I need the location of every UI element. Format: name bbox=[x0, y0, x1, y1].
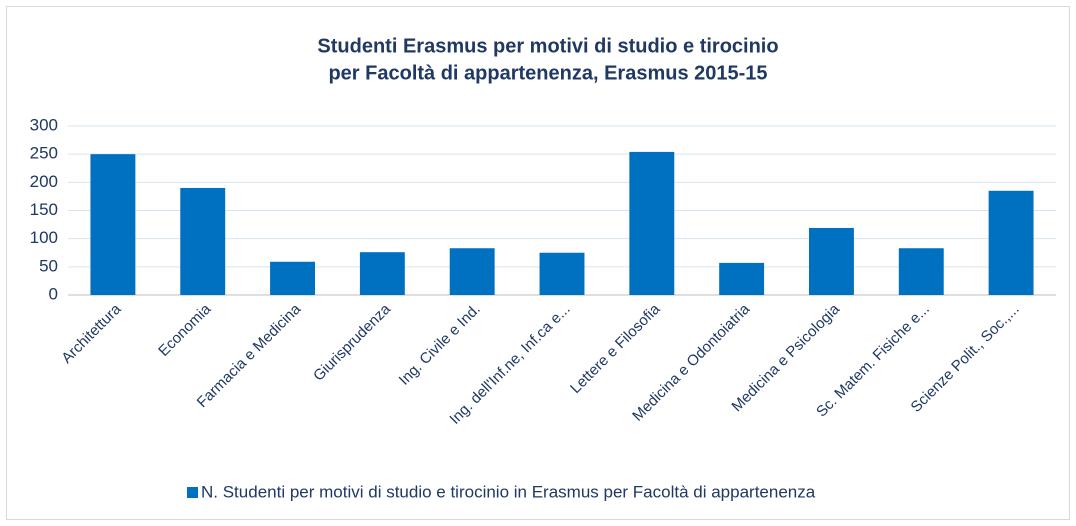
bar bbox=[270, 261, 315, 295]
bar bbox=[719, 262, 765, 295]
y-tick-label: 200 bbox=[30, 172, 58, 191]
legend-swatch bbox=[187, 487, 198, 498]
y-tick-label: 0 bbox=[49, 284, 58, 303]
bar bbox=[539, 252, 585, 295]
bar bbox=[809, 227, 854, 295]
bar bbox=[180, 187, 226, 295]
y-tick-label: 250 bbox=[30, 144, 58, 163]
legend-label: N. Studenti per motivi di studio e tiroc… bbox=[201, 482, 816, 501]
y-tick-label: 300 bbox=[30, 115, 58, 134]
bar bbox=[629, 151, 675, 295]
bar bbox=[90, 154, 136, 295]
bar bbox=[449, 248, 495, 295]
bar bbox=[359, 252, 405, 295]
bar bbox=[898, 248, 944, 295]
y-tick-label: 150 bbox=[30, 200, 58, 219]
chart-title: Studenti Erasmus per motivi di studio e … bbox=[317, 35, 778, 57]
y-tick-label: 50 bbox=[39, 256, 58, 275]
bar bbox=[988, 190, 1034, 295]
chart-title: per Facoltà di appartenenza, Erasmus 201… bbox=[328, 62, 767, 84]
y-tick-label: 100 bbox=[30, 228, 58, 247]
